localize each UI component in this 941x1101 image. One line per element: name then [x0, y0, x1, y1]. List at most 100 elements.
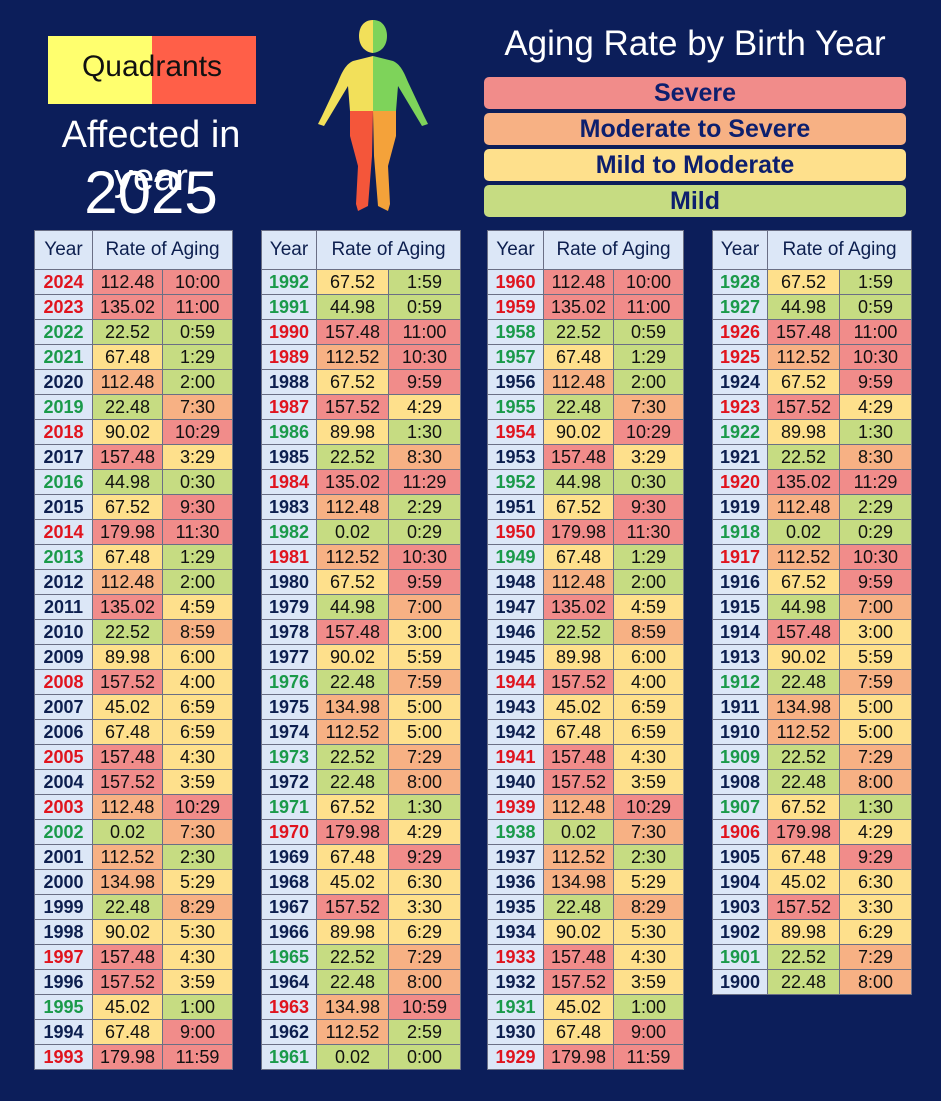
table-row: 1948 112.48 2:00	[487, 569, 684, 595]
time-value-cell: 2:00	[162, 369, 233, 395]
birth-year-cell: 1950	[487, 519, 544, 545]
time-value-cell: 1:29	[613, 344, 684, 370]
time-value-cell: 4:30	[162, 944, 233, 970]
table-row: 1954 90.02 10:29	[487, 419, 684, 445]
table-row: 2006 67.48 6:59	[34, 719, 233, 745]
rate-value-cell: 44.98	[316, 294, 389, 320]
rate-value-cell: 89.98	[316, 919, 389, 945]
table-row: 1900 22.48 8:00	[712, 969, 912, 995]
time-value-cell: 2:30	[162, 844, 233, 870]
rate-value-cell: 67.48	[767, 844, 840, 870]
rate-value-cell: 44.98	[92, 469, 163, 495]
rate-value-cell: 67.48	[92, 544, 163, 570]
birth-year-cell: 1930	[487, 1019, 544, 1045]
table-row: 1971 67.52 1:30	[261, 794, 461, 820]
table-row: 2011 135.02 4:59	[34, 594, 233, 620]
birth-year-cell: 1938	[487, 819, 544, 845]
time-value-cell: 10:30	[839, 544, 912, 570]
chart-title: Aging Rate by Birth Year	[504, 24, 886, 63]
rate-value-cell: 45.02	[316, 869, 389, 895]
rate-value-cell: 135.02	[92, 294, 163, 320]
table-row: 1943 45.02 6:59	[487, 694, 684, 720]
rate-value-cell: 157.48	[767, 619, 840, 645]
time-value-cell: 4:00	[613, 669, 684, 695]
table-row: 1966 89.98 6:29	[261, 919, 461, 945]
table-row: 2003 112.48 10:29	[34, 794, 233, 820]
table-row: 1944 157.52 4:00	[487, 669, 684, 695]
birth-year-cell: 2020	[34, 369, 93, 395]
time-value-cell: 5:59	[388, 644, 461, 670]
table-row: 2019 22.48 7:30	[34, 394, 233, 420]
rate-value-cell: 0.02	[92, 819, 163, 845]
rate-value-cell: 22.48	[543, 394, 614, 420]
rate-value-cell: 112.52	[767, 344, 840, 370]
table-row: 1927 44.98 0:59	[712, 294, 912, 320]
birth-year-cell: 2010	[34, 619, 93, 645]
table-row: 1910 112.52 5:00	[712, 719, 912, 745]
birth-year-cell: 1981	[261, 544, 317, 570]
rate-value-cell: 0.02	[767, 519, 840, 545]
time-value-cell: 8:00	[839, 969, 912, 995]
birth-year-cell: 1945	[487, 644, 544, 670]
rate-value-cell: 157.52	[92, 769, 163, 795]
table-row: 1940 157.52 3:59	[487, 769, 684, 795]
rate-value-cell: 22.52	[316, 744, 389, 770]
table-row: 2008 157.52 4:00	[34, 669, 233, 695]
birth-year-cell: 1947	[487, 594, 544, 620]
rate-value-cell: 134.98	[92, 869, 163, 895]
time-value-cell: 8:30	[839, 444, 912, 470]
time-value-cell: 0:59	[162, 319, 233, 345]
time-value-cell: 11:30	[162, 519, 233, 545]
table-row: 1972 22.48 8:00	[261, 769, 461, 795]
birth-year-cell: 1915	[712, 594, 768, 620]
birth-year-cell: 1984	[261, 469, 317, 495]
table-row: 1953 157.48 3:29	[487, 444, 684, 470]
time-value-cell: 7:59	[388, 669, 461, 695]
rate-value-cell: 0.02	[316, 519, 389, 545]
table-row: 1945 89.98 6:00	[487, 644, 684, 670]
table-row: 1916 67.52 9:59	[712, 569, 912, 595]
birth-year-cell: 2023	[34, 294, 93, 320]
birth-year-cell: 1975	[261, 694, 317, 720]
rate-value-cell: 67.52	[92, 494, 163, 520]
table-row: 2022 22.52 0:59	[34, 319, 233, 345]
table-row: 1983 112.48 2:29	[261, 494, 461, 520]
birth-year-cell: 1980	[261, 569, 317, 595]
birth-year-cell: 1995	[34, 994, 93, 1020]
rate-value-cell: 135.02	[767, 469, 840, 495]
time-value-cell: 9:00	[613, 1019, 684, 1045]
rate-value-cell: 67.48	[92, 1019, 163, 1045]
birth-year-cell: 2007	[34, 694, 93, 720]
birth-year-cell: 1965	[261, 944, 317, 970]
time-value-cell: 6:59	[613, 694, 684, 720]
rate-value-cell: 22.48	[767, 969, 840, 995]
time-value-cell: 5:59	[839, 644, 912, 670]
birth-year-cell: 1939	[487, 794, 544, 820]
birth-year-cell: 1935	[487, 894, 544, 920]
birth-year-cell: 1925	[712, 344, 768, 370]
rate-value-cell: 22.52	[543, 319, 614, 345]
rate-value-cell: 157.52	[543, 769, 614, 795]
rate-value-cell: 67.52	[543, 494, 614, 520]
birth-year-cell: 1919	[712, 494, 768, 520]
table-row: 1911 134.98 5:00	[712, 694, 912, 720]
rate-value-cell: 112.52	[767, 544, 840, 570]
aging-table-4: Year Rate of Aging 1928 67.52 1:59 1927 44.98 0…	[712, 230, 912, 995]
birth-year-cell: 1959	[487, 294, 544, 320]
rate-value-cell: 44.98	[767, 294, 840, 320]
time-value-cell: 5:29	[162, 869, 233, 895]
time-value-cell: 2:59	[388, 1019, 461, 1045]
time-value-cell: 1:30	[388, 419, 461, 445]
birth-year-cell: 1985	[261, 444, 317, 470]
time-value-cell: 6:00	[162, 644, 233, 670]
table-row: 2010 22.52 8:59	[34, 619, 233, 645]
rate-value-cell: 112.48	[316, 494, 389, 520]
rate-value-cell: 134.98	[316, 694, 389, 720]
time-value-cell: 4:59	[162, 594, 233, 620]
rate-value-cell: 22.52	[767, 944, 840, 970]
birth-year-cell: 1997	[34, 944, 93, 970]
time-value-cell: 3:59	[613, 769, 684, 795]
table-row: 1903 157.52 3:30	[712, 894, 912, 920]
time-value-cell: 7:29	[388, 744, 461, 770]
rate-value-cell: 134.98	[543, 869, 614, 895]
